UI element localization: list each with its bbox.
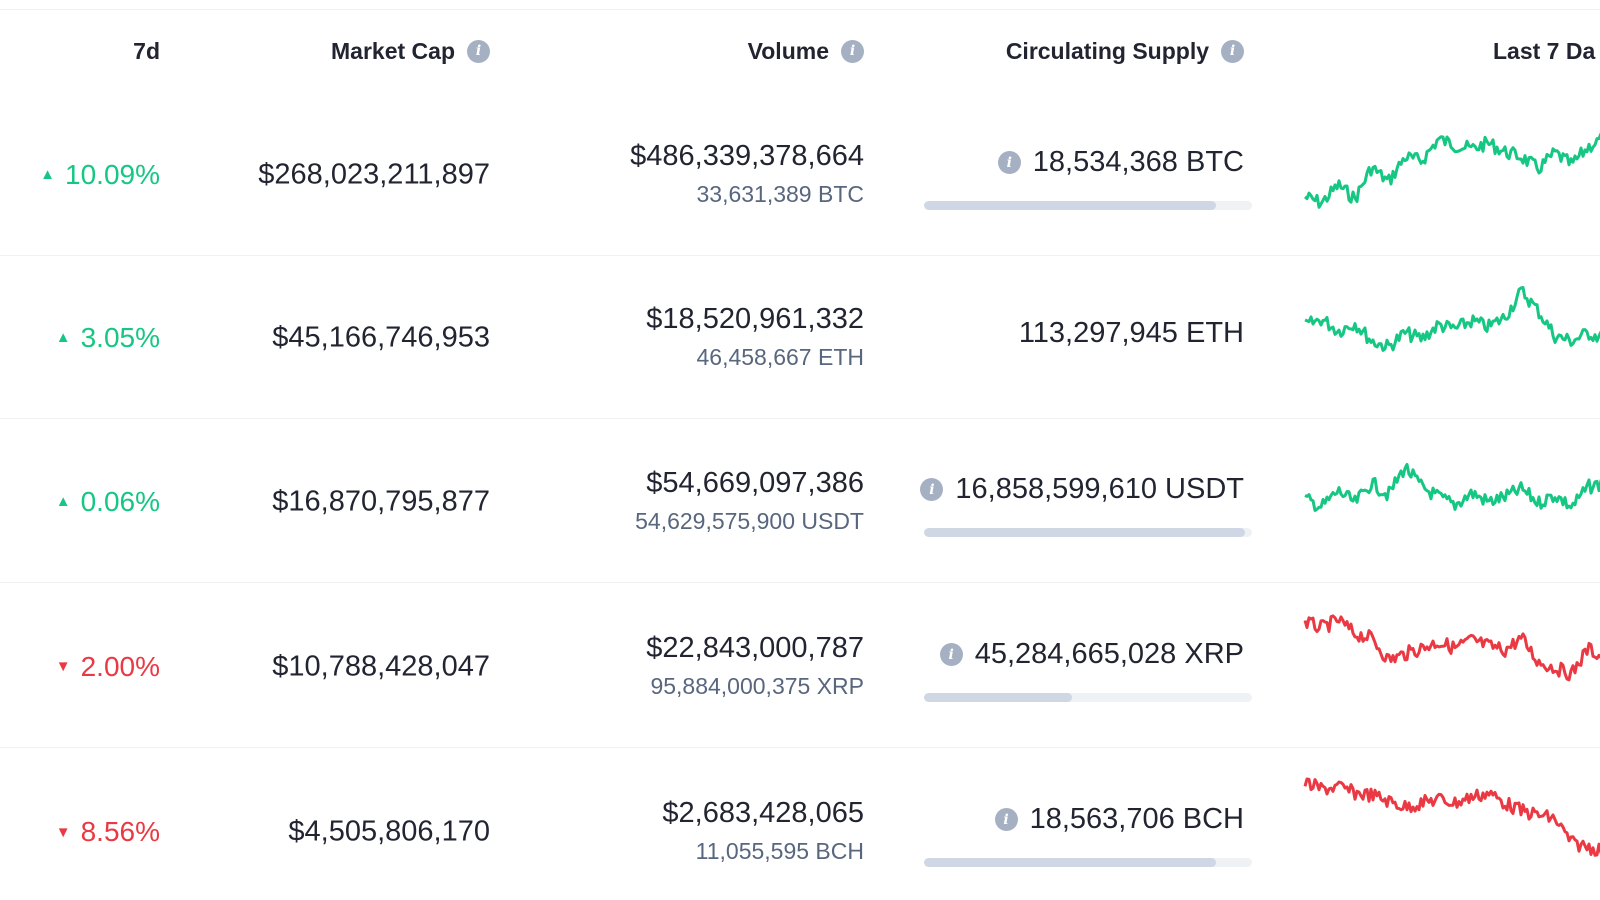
info-icon[interactable]: i bbox=[1221, 39, 1244, 63]
header-circulating-supply[interactable]: Circulating Supply i bbox=[1006, 36, 1244, 66]
table-row[interactable]: ▲ 10.09% $268,023,211,897 $486,339,378,6… bbox=[0, 94, 1600, 256]
table-row[interactable]: ▲ 3.05% $45,166,746,953 $18,520,961,332 … bbox=[0, 257, 1600, 419]
change-7d: ▲ 10.09% bbox=[40, 159, 160, 191]
supply-value: 16,858,599,610 USDT bbox=[955, 473, 1244, 505]
circulating-supply: i 18,563,706 BCH bbox=[994, 803, 1244, 836]
caret-up-icon: ▲ bbox=[55, 493, 71, 510]
volume-usd[interactable]: $54,669,097,386 bbox=[646, 467, 864, 499]
info-icon[interactable]: i bbox=[994, 808, 1018, 831]
supply-value: 18,534,368 BTC bbox=[1032, 146, 1244, 178]
supply-value: 45,284,665,028 XRP bbox=[974, 638, 1244, 670]
sparkline-chart[interactable] bbox=[1304, 447, 1600, 537]
sparkline-chart[interactable] bbox=[1303, 773, 1600, 863]
circulating-supply: i 16,858,599,610 USDT bbox=[920, 473, 1244, 506]
circulating-supply: i 45,284,665,028 XRP bbox=[939, 638, 1244, 671]
change-7d: ▼ 8.56% bbox=[56, 816, 160, 848]
change-7d-value: 3.05% bbox=[80, 321, 160, 353]
info-icon[interactable]: i bbox=[997, 151, 1021, 174]
change-7d-value: 10.09% bbox=[65, 158, 160, 190]
market-cap-value: $10,788,428,047 bbox=[272, 650, 490, 682]
volume[interactable]: $2,683,428,065 11,055,595 BCH bbox=[662, 797, 864, 865]
market-cap-value: $268,023,211,897 bbox=[258, 158, 490, 190]
volume[interactable]: $18,520,961,332 46,458,667 ETH bbox=[646, 303, 864, 371]
info-icon[interactable]: i bbox=[920, 478, 944, 501]
header-last-7-days: Last 7 Da bbox=[1493, 36, 1595, 66]
change-7d-value: 8.56% bbox=[80, 816, 160, 847]
sparkline-path bbox=[1303, 777, 1600, 857]
supply-progress-bar bbox=[924, 528, 1252, 537]
sparkline-path bbox=[1303, 614, 1600, 682]
volume-coin: 95,884,000,375 XRP bbox=[650, 673, 864, 699]
info-icon[interactable]: i bbox=[939, 643, 963, 666]
info-icon[interactable]: i bbox=[841, 39, 864, 63]
volume-usd[interactable]: $22,843,000,787 bbox=[646, 632, 864, 664]
header-last-7-days-label: Last 7 Da bbox=[1493, 37, 1596, 64]
supply-progress-bar bbox=[924, 693, 1252, 702]
market-cap-value: $45,166,746,953 bbox=[272, 321, 490, 353]
sparkline-svg bbox=[1304, 462, 1600, 512]
caret-down-icon: ▼ bbox=[55, 658, 71, 675]
change-7d-value: 0.06% bbox=[80, 485, 160, 517]
header-volume[interactable]: Volume i bbox=[748, 36, 864, 66]
sparkline-path bbox=[1304, 286, 1600, 352]
volume-coin: 46,458,667 ETH bbox=[696, 344, 864, 370]
market-cap-value: $4,505,806,170 bbox=[288, 815, 490, 848]
table-row[interactable]: ▼ 2.00% $10,788,428,047 $22,843,000,787 … bbox=[0, 586, 1600, 748]
table-row[interactable]: ▼ 8.56% $4,505,806,170 $2,683,428,065 11… bbox=[0, 751, 1600, 900]
supply-value: 18,563,706 BCH bbox=[1029, 803, 1244, 835]
supply-value: 113,297,945 ETH bbox=[1018, 317, 1244, 349]
volume[interactable]: $22,843,000,787 95,884,000,375 XRP bbox=[646, 632, 864, 700]
volume[interactable]: $54,669,097,386 54,629,575,900 USDT bbox=[635, 467, 864, 535]
change-7d: ▲ 3.05% bbox=[56, 322, 160, 354]
header-volume-label: Volume bbox=[747, 37, 829, 64]
sparkline-path bbox=[1304, 462, 1600, 512]
caret-up-icon: ▲ bbox=[40, 166, 56, 183]
change-7d-value: 2.00% bbox=[80, 650, 160, 682]
supply-progress-fill bbox=[924, 858, 1216, 867]
supply-progress-bar bbox=[924, 858, 1252, 867]
header-7d[interactable]: 7d bbox=[133, 36, 160, 66]
volume-coin: 11,055,595 BCH bbox=[695, 838, 864, 864]
header-market-cap-label: Market Cap bbox=[331, 37, 455, 64]
supply-progress-bar bbox=[924, 201, 1252, 210]
volume-usd[interactable]: $2,683,428,065 bbox=[662, 797, 864, 829]
volume-usd[interactable]: $18,520,961,332 bbox=[646, 303, 864, 335]
change-7d: ▲ 0.06% bbox=[56, 486, 160, 518]
caret-down-icon: ▼ bbox=[55, 823, 71, 841]
caret-up-icon: ▲ bbox=[55, 329, 71, 346]
sparkline-svg bbox=[1304, 132, 1600, 209]
volume-usd[interactable]: $486,339,378,664 bbox=[630, 140, 864, 172]
sparkline-chart[interactable] bbox=[1303, 608, 1600, 698]
volume[interactable]: $486,339,378,664 33,631,389 BTC bbox=[630, 140, 864, 208]
sparkline-path bbox=[1304, 132, 1600, 209]
volume-coin: 54,629,575,900 USDT bbox=[635, 508, 864, 534]
supply-progress-fill bbox=[924, 201, 1216, 210]
sparkline-chart[interactable] bbox=[1304, 281, 1600, 371]
info-icon[interactable]: i bbox=[467, 39, 490, 63]
supply-progress-fill bbox=[924, 693, 1072, 702]
header-circulating-supply-label: Circulating Supply bbox=[1005, 37, 1209, 64]
supply-progress-fill bbox=[924, 528, 1246, 537]
sparkline-svg bbox=[1303, 777, 1600, 857]
sparkline-chart[interactable] bbox=[1304, 127, 1600, 217]
sparkline-svg bbox=[1304, 286, 1600, 352]
header-7d-label: 7d bbox=[133, 37, 160, 64]
circulating-supply: 113,297,945 ETH bbox=[1019, 317, 1244, 350]
sparkline-svg bbox=[1303, 614, 1600, 682]
top-divider bbox=[0, 9, 1600, 10]
volume-coin: 33,631,389 BTC bbox=[696, 181, 864, 207]
table-row[interactable]: ▲ 0.06% $16,870,795,877 $54,669,097,386 … bbox=[0, 421, 1600, 583]
market-cap-value: $16,870,795,877 bbox=[272, 485, 490, 517]
header-market-cap[interactable]: Market Cap i bbox=[331, 36, 490, 66]
change-7d: ▼ 2.00% bbox=[56, 651, 160, 683]
circulating-supply: i 18,534,368 BTC bbox=[997, 146, 1244, 179]
